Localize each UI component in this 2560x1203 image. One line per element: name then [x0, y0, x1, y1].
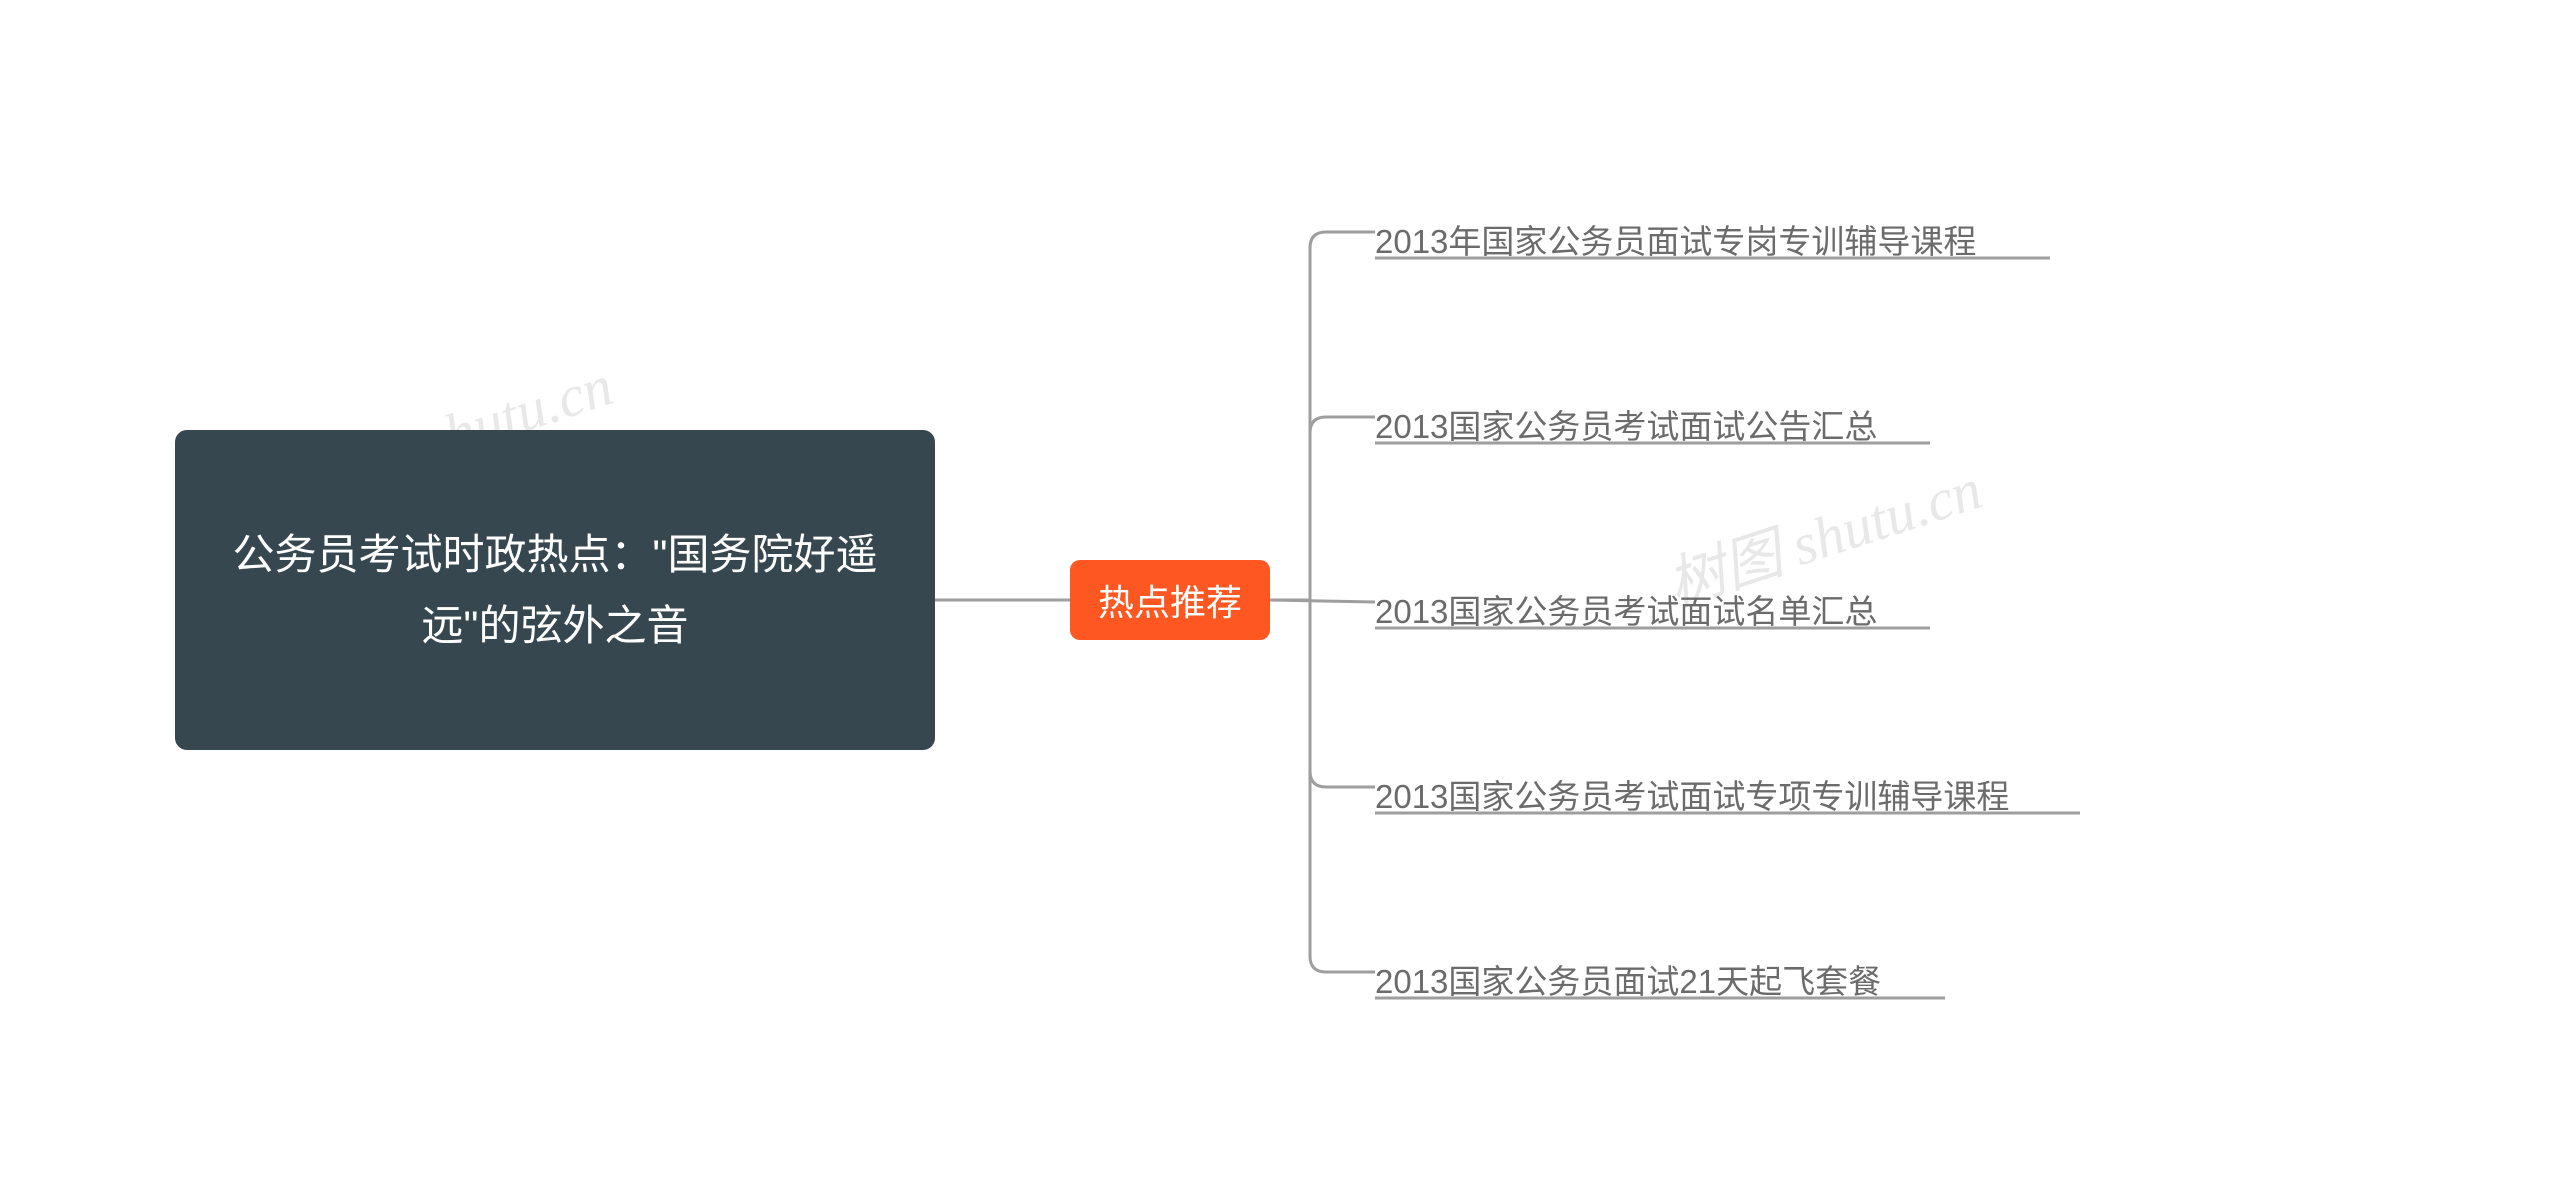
leaf-node-2[interactable]: 2013国家公务员考试面试名单汇总: [1375, 585, 1877, 633]
root-node-label: 公务员考试时政热点："国务院好遥远"的弦外之音: [225, 519, 885, 662]
mindmap-canvas: shutu.cn 树图 shutu.cn 公务员考试时政热点："国务院好遥远"的…: [0, 0, 2560, 1203]
leaf-label: 2013年国家公务员面试专岗专训辅导课程: [1375, 223, 1976, 260]
leaf-label: 2013国家公务员考试面试专项专训辅导课程: [1375, 778, 2009, 815]
leaf-node-0[interactable]: 2013年国家公务员面试专岗专训辅导课程: [1375, 215, 1976, 263]
root-node[interactable]: 公务员考试时政热点："国务院好遥远"的弦外之音: [175, 430, 935, 750]
leaf-node-4[interactable]: 2013国家公务员面试21天起飞套餐: [1375, 955, 1881, 1003]
leaf-label: 2013国家公务员考试面试名单汇总: [1375, 593, 1877, 630]
leaf-node-1[interactable]: 2013国家公务员考试面试公告汇总: [1375, 400, 1877, 448]
branch-node[interactable]: 热点推荐: [1070, 560, 1270, 640]
branch-node-label: 热点推荐: [1098, 574, 1242, 626]
leaf-label: 2013国家公务员考试面试公告汇总: [1375, 408, 1877, 445]
leaf-node-3[interactable]: 2013国家公务员考试面试专项专训辅导课程: [1375, 770, 2009, 818]
leaf-label: 2013国家公务员面试21天起飞套餐: [1375, 963, 1881, 1000]
